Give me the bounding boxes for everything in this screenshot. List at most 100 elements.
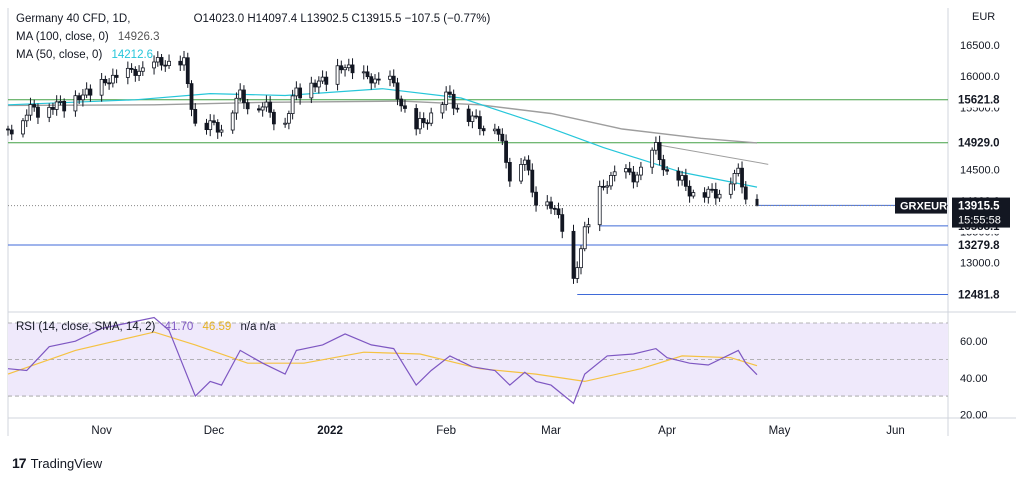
candle-body-101 (534, 191, 538, 206)
candle-body-64 (343, 67, 347, 71)
trendline (655, 143, 769, 165)
rsi-value: 41.70 (164, 321, 194, 333)
candle-body-last (755, 198, 759, 206)
candle-body-24 (133, 69, 138, 76)
candle-body-94 (500, 133, 505, 142)
y-tick-label-3: 14500.0 (960, 164, 1000, 176)
candle-body-65 (346, 64, 351, 69)
candle-body-68 (365, 71, 370, 78)
candle-body-131 (691, 192, 696, 197)
candle-body-120 (635, 174, 640, 183)
candle-body-116 (612, 171, 617, 176)
x-tick-label-3: Feb (436, 425, 456, 437)
candle-body-54 (290, 95, 295, 114)
candle-body-92 (492, 128, 497, 132)
candle-body-87 (466, 108, 471, 122)
candle-body-6 (36, 106, 40, 118)
price-tag-countdown: 15:55:58 (958, 215, 1001, 227)
candle-body-82 (440, 104, 445, 114)
candle-body-53 (286, 113, 291, 124)
y-tick-label-7: 16500.0 (960, 40, 1000, 52)
candle-body-0 (6, 128, 10, 131)
candle-body-98 (522, 159, 527, 165)
candle-body-127 (676, 170, 681, 181)
candle-body-95 (504, 140, 508, 163)
candle-body-75 (399, 98, 404, 107)
brand-footer: 17 TradingView (12, 455, 102, 471)
candle-body-58 (313, 82, 317, 88)
candle-body-34 (185, 57, 190, 85)
candle-body-112 (597, 185, 602, 226)
candle-body-8 (51, 106, 55, 110)
candle-body-133 (706, 188, 711, 198)
candle-body-78 (418, 118, 422, 130)
candle-body-49 (264, 101, 269, 108)
candle-body-52 (283, 122, 288, 125)
candle-body-56 (298, 87, 303, 99)
candle-body-15 (84, 88, 89, 96)
candle-body-81 (429, 112, 434, 124)
legend-ma100-row: MA (100, close, 0) 14926.3 (16, 31, 165, 43)
candle-body-106 (560, 214, 565, 232)
candle-body-69 (369, 76, 374, 84)
candle-body-74 (395, 82, 400, 100)
candle-body-61 (324, 76, 329, 85)
candle-body-123 (653, 142, 658, 151)
candle-body-130 (687, 185, 692, 197)
candle-body-59 (316, 80, 321, 88)
candle-body-84 (448, 91, 452, 95)
candle-body-63 (339, 65, 344, 71)
candle-body-2 (21, 120, 25, 135)
x-tick-label-5: Apr (658, 425, 676, 437)
level-label-4: 13279.8 (958, 240, 1000, 252)
price-tag-bg (952, 197, 1010, 228)
price-tag-value: 13915.5 (958, 201, 1000, 213)
candle-body-36 (193, 109, 198, 124)
x-tick-label-6: May (769, 425, 791, 437)
x-tick-label-7: Jun (886, 425, 905, 437)
candle-body-67 (361, 71, 366, 74)
candle-body-128 (680, 175, 685, 181)
candle-body-137 (728, 183, 733, 195)
currency-label: EUR (972, 11, 995, 23)
rsi-line (7, 316, 758, 405)
candle-body-29 (159, 57, 164, 66)
candle-body-113 (601, 185, 606, 188)
candle-body-47 (257, 108, 261, 111)
candle-body-97 (519, 164, 523, 182)
candle-body-57 (309, 82, 314, 99)
candle-body-26 (140, 67, 145, 72)
candle-body-104 (552, 207, 557, 210)
candle-body-88 (470, 115, 475, 122)
price-tag-name: GRXEUR (900, 201, 947, 213)
candle-body-20 (110, 74, 115, 84)
candle-body-21 (114, 74, 119, 78)
candle-body-118 (627, 168, 632, 173)
candle-body-105 (556, 208, 561, 216)
candle-body-13 (77, 95, 82, 101)
candle-body-19 (107, 82, 112, 85)
candle-body-115 (609, 174, 613, 187)
candle-body-96 (507, 162, 512, 182)
candle-body-138 (732, 173, 737, 185)
level-label-0: 15621.8 (958, 95, 1000, 107)
candle-body-71 (376, 78, 381, 81)
candle-body-51 (271, 111, 276, 125)
rsi-label: RSI (14, close, SMA, 14, 2) (16, 321, 156, 333)
x-tick-label-2: 2022 (317, 425, 343, 437)
candle-body-77 (414, 108, 419, 130)
candle-body-109 (579, 248, 583, 269)
candle-body-41 (219, 129, 224, 133)
ma100-value: 14926.3 (117, 31, 160, 43)
candle-body-37 (204, 122, 209, 131)
candle-body-23 (129, 67, 134, 70)
candle-body-44 (238, 89, 243, 99)
level-label-5: 12481.8 (958, 290, 1000, 302)
candle-body-102 (545, 201, 550, 206)
candle-body-73 (391, 75, 396, 84)
candle-body-99 (526, 159, 531, 171)
candle-body-124 (657, 142, 662, 161)
level-label-bg-5 (952, 286, 1008, 303)
